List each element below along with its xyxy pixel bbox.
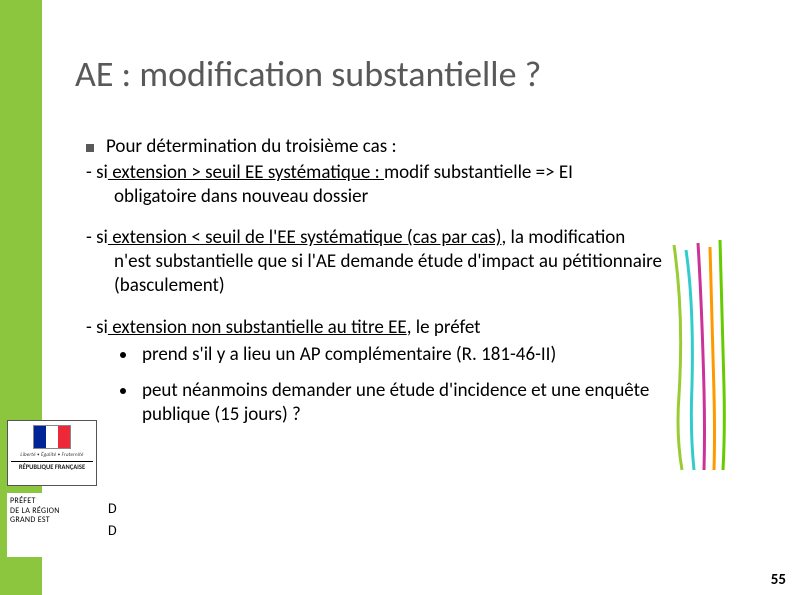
sub1-text: prend s'il y a lieu un AP complémentaire… [142,343,556,367]
lead-text: Pour détermination du troisième cas : [106,135,397,159]
french-flag-icon [33,425,71,449]
prefet-line3: GRAND EST [10,516,94,526]
side-letter-2: D [108,522,117,539]
republic-logo: Liberté • Égalité • Fraternité RÉPUBLIQU… [7,420,97,486]
sub-item-2: peut néanmoins demander une étude d'inci… [86,379,686,427]
p1-prefix: - si [86,161,108,184]
paragraph-2: - si extension < seuil de l'EE systémati… [86,226,686,297]
p2-prefix: - si [86,226,108,249]
lead-row: Pour détermination du troisième cas : [86,135,686,159]
logo-motto: Liberté • Égalité • Fraternité [11,452,93,458]
sub-list: prend s'il y a lieu un AP complémentaire… [86,343,686,426]
p1-rest-start: modif substantielle => EI [384,161,573,184]
p1-under: extension > seuil EE systématique : [108,161,384,184]
p3-rest: , le préfet [407,316,481,339]
paragraph-3: - si extension non substantielle au titr… [86,316,686,427]
slide-title: AE : modification substantielle ? [75,52,541,96]
round-bullet-icon [120,388,126,394]
p2-under: extension < seuil de l'EE systématique (… [108,226,502,249]
p2-body: n'est substantielle que si l'AE demande … [86,250,686,298]
content-block: Pour détermination du troisième cas : - … [86,135,686,439]
square-bullet-icon [86,144,94,152]
logo-republic: RÉPUBLIQUE FRANÇAISE [11,464,93,471]
p1-body: obligatoire dans nouveau dossier [86,185,686,209]
sub2-text: peut néanmoins demander une étude d'inci… [142,379,686,427]
page-number: 55 [771,571,786,589]
paragraph-1: - si extension > seuil EE systématique :… [86,161,686,209]
sub-item-1: prend s'il y a lieu un AP complémentaire… [86,343,686,367]
side-letter-1: D [108,500,117,517]
p2-rest1: , la modification [502,226,626,249]
prefet-block: PRÉFET DE LA RÉGION GRAND EST [7,493,97,557]
p3-prefix: - si [86,316,108,339]
decorative-color-lines [664,235,734,475]
p3-under: extension non substantielle au titre EE [108,316,407,339]
round-bullet-icon [120,352,126,358]
